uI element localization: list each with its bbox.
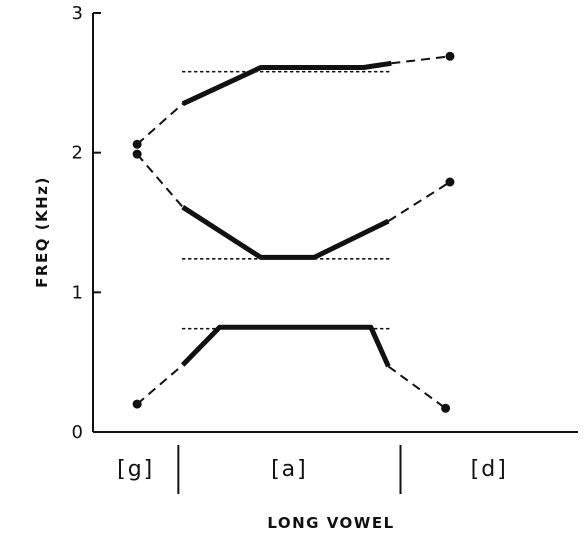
y-axis-title: FREQ (KHz) [33,176,51,288]
formant-dashed-transition-end [387,181,451,222]
y-tick-label: 1 [72,282,83,303]
y-ticks: 0 1 2 3 [72,3,101,443]
segment-dividers [177,445,402,494]
formant-solid-vowel-track [181,204,390,260]
formant-solid-vowel-track [181,60,392,107]
formant-track [132,149,455,260]
segment-label: [d] [471,457,508,482]
y-tick-label: 2 [72,143,83,164]
y-axis: 0 1 2 3 [72,3,101,443]
formant-dashed-transition-end [387,365,447,410]
segment-label: [g] [117,457,154,482]
segment-labels: [g] [a] [d] [117,457,508,482]
formant-endpoint-dot [132,139,142,149]
formant-dashed-transition-end [391,55,451,65]
y-tick-label: 3 [72,3,83,24]
formant-dashed-transition-start [136,153,184,208]
formant-endpoint-dot [441,403,451,413]
x-axis: [g] [a] [d] [93,431,578,494]
formant-endpoint-dot [132,149,142,159]
formant-tracks [132,51,455,413]
formant-endpoint-dot [445,177,455,187]
formant-track [132,51,455,149]
formant-dashed-transition-start [136,103,184,146]
y-tick-label: 0 [72,422,83,443]
formant-dashed-transition-start [136,364,184,405]
formant-endpoint-dot [445,51,455,61]
formant-endpoint-dot [132,399,142,409]
segment-label: [a] [271,457,308,482]
formant-solid-vowel-track [180,324,391,368]
target-lines [181,70,393,330]
formant-track [132,324,451,413]
x-axis-title: LONG VOWEL [267,514,394,532]
